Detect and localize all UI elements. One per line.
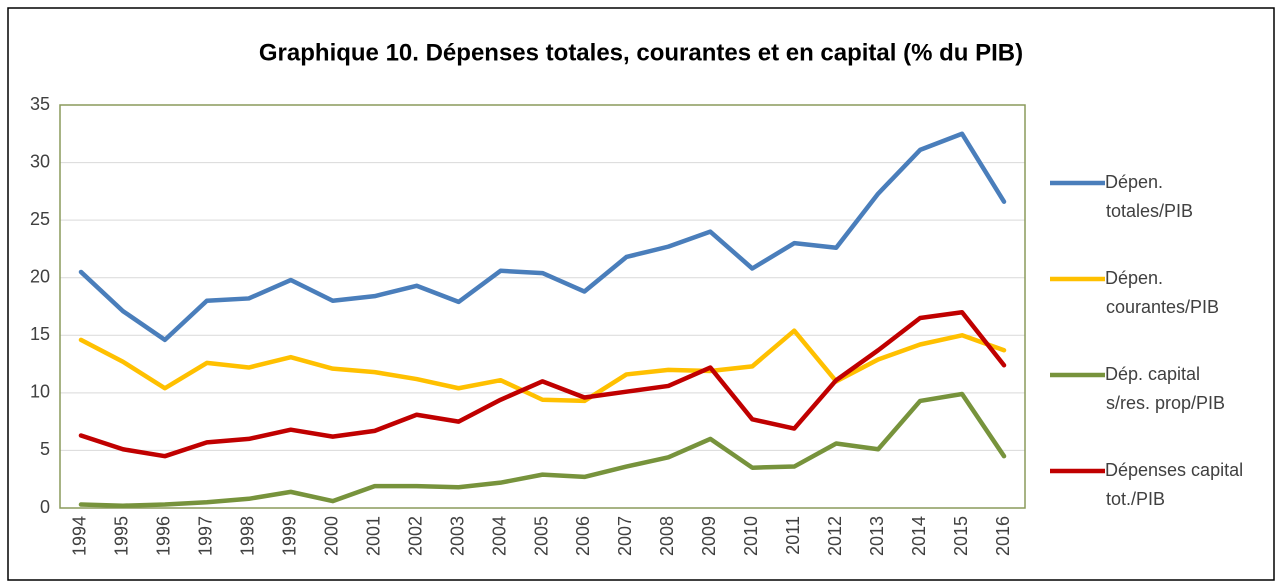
y-tick-label: 5 [40, 439, 50, 459]
y-tick-label: 10 [30, 382, 50, 402]
chart-frame [7, 7, 1275, 581]
x-tick-label: 2008 [657, 516, 677, 556]
series-line [78, 131, 1007, 343]
x-tick-label: 2001 [363, 516, 383, 556]
x-tick-label: 1994 [70, 516, 90, 556]
x-tick-label: 2011 [783, 516, 803, 555]
y-tick-label: 35 [30, 94, 50, 114]
plot-area [59, 104, 1026, 509]
y-tick-label: 0 [40, 497, 50, 517]
x-tick-label: 1998 [238, 516, 258, 556]
chart-title: Graphique 10. Dépenses totales, courante… [259, 39, 1023, 66]
y-tick-label: 15 [30, 324, 50, 344]
x-tick-label: 1995 [112, 516, 132, 556]
series-line [78, 328, 1007, 404]
y-tick-label: 25 [30, 209, 50, 229]
x-tick-label: 2015 [951, 516, 971, 556]
series-line [78, 310, 1007, 459]
x-tick-label: 2013 [867, 516, 887, 556]
x-tick-label: 2007 [615, 516, 635, 556]
x-tick-label: 2000 [321, 516, 341, 556]
legend-label: Dépen. courantes/PIB [1105, 268, 1219, 317]
x-tick-label: 2002 [405, 516, 425, 556]
x-tick-label: 1999 [280, 516, 300, 556]
x-tick-label: 2012 [825, 516, 845, 556]
x-tick-label: 2006 [573, 516, 593, 556]
x-tick-label: 2010 [741, 516, 761, 556]
x-tick-label: 2016 [993, 516, 1013, 556]
series-line [78, 391, 1007, 508]
grid [60, 104, 1025, 509]
y-tick-label: 20 [30, 266, 50, 286]
legend-label: Dép. capital s/res. prop/PIB [1105, 364, 1225, 413]
x-tick-label: 2009 [699, 516, 719, 556]
legend-label: Dépenses capital tot./PIB [1105, 460, 1243, 509]
x-tick-label: 2014 [909, 516, 929, 556]
x-tick-label: 1996 [154, 516, 174, 556]
x-tick-label: 1997 [196, 516, 216, 556]
x-tick-label: 2003 [447, 516, 467, 556]
x-tick-label: 2004 [489, 516, 509, 556]
x-tick-label: 2005 [531, 516, 551, 556]
y-tick-label: 30 [30, 151, 50, 171]
legend-label: Dépen. totales/PIB [1105, 172, 1193, 221]
